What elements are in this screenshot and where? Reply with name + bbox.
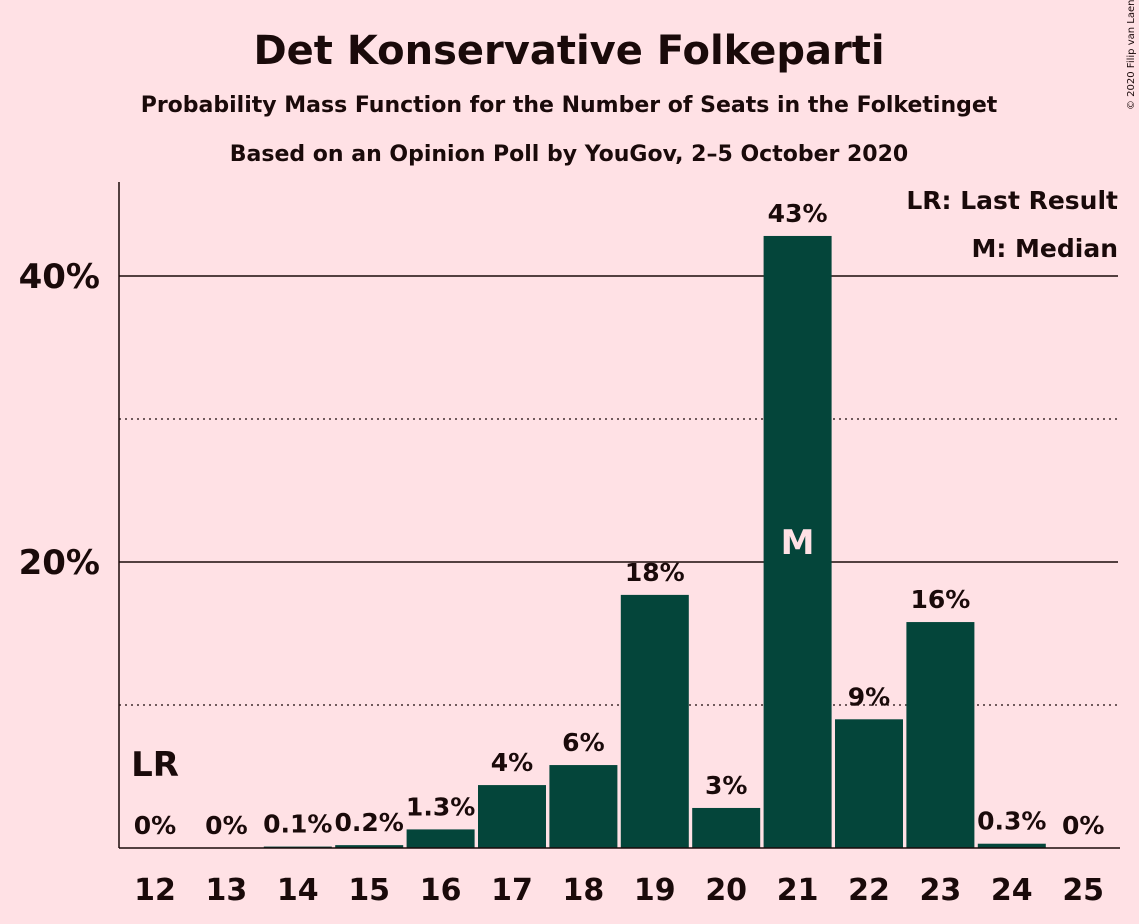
legend-last-result: LR: Last Result — [906, 186, 1118, 215]
data-label: 16% — [910, 585, 970, 614]
bar — [835, 719, 903, 848]
x-tick-labels: 12 13 14 15 16 17 18 19 20 21 22 23 24 25 — [134, 873, 1104, 908]
chart-subtitle-2: Based on an Opinion Poll by YouGov, 2–5 … — [230, 142, 908, 167]
x-tick-label: 24 — [991, 873, 1033, 908]
data-label: 4% — [491, 748, 533, 777]
copyright: © 2020 Filip van Laenen — [1126, 0, 1137, 110]
data-label: 18% — [625, 558, 685, 587]
bar — [478, 785, 546, 848]
x-tick-label: 20 — [705, 873, 747, 908]
x-tick-label: 13 — [206, 873, 248, 908]
data-label: 0.1% — [263, 810, 332, 839]
data-label: 0% — [1062, 811, 1104, 840]
legend-median: M: Median — [971, 234, 1118, 263]
data-label: 1.3% — [406, 792, 475, 821]
data-label: 3% — [705, 771, 747, 800]
y-tick-label: 40% — [19, 257, 100, 297]
data-label: 0% — [205, 811, 247, 840]
chart-subtitle: Probability Mass Function for the Number… — [141, 93, 998, 118]
bar — [620, 594, 689, 848]
data-label: 9% — [848, 682, 890, 711]
chart-title: Det Konservative Folkeparti — [253, 28, 884, 74]
bar — [977, 843, 1046, 848]
y-tick-labels: 20% 40% — [19, 257, 100, 583]
median-marker: M — [781, 523, 815, 563]
x-tick-label: 17 — [491, 873, 533, 908]
data-label: 43% — [768, 199, 828, 228]
x-tick-label: 25 — [1062, 873, 1104, 908]
data-label: 6% — [562, 728, 604, 757]
bar — [549, 765, 618, 848]
x-tick-label: 15 — [348, 873, 390, 908]
x-tick-label: 21 — [777, 873, 819, 908]
bar — [763, 235, 832, 848]
data-label: 0.3% — [977, 807, 1046, 836]
x-tick-label: 14 — [277, 873, 319, 908]
data-label: 0% — [134, 811, 176, 840]
last-result-marker: LR — [131, 745, 179, 785]
value-labels: 0% 0% 0.1% 0.2%1.3% 4% 6% 18% 3% 43% 9% 16% 0.3% 0% — [134, 199, 1105, 840]
gridlines — [119, 275, 1118, 706]
bar — [335, 845, 404, 848]
x-tick-label: 18 — [563, 873, 605, 908]
bars — [263, 235, 1046, 848]
x-tick-label: 23 — [920, 873, 962, 908]
x-tick-label: 16 — [420, 873, 462, 908]
y-tick-label: 20% — [19, 543, 100, 583]
bar — [692, 807, 761, 848]
x-tick-label: 12 — [134, 873, 176, 908]
x-tick-label: 22 — [848, 873, 890, 908]
x-tick-label: 19 — [634, 873, 676, 908]
data-label: 0.2% — [335, 808, 404, 837]
bar — [406, 829, 475, 848]
bar — [906, 622, 975, 848]
markers: M LR — [131, 523, 814, 785]
